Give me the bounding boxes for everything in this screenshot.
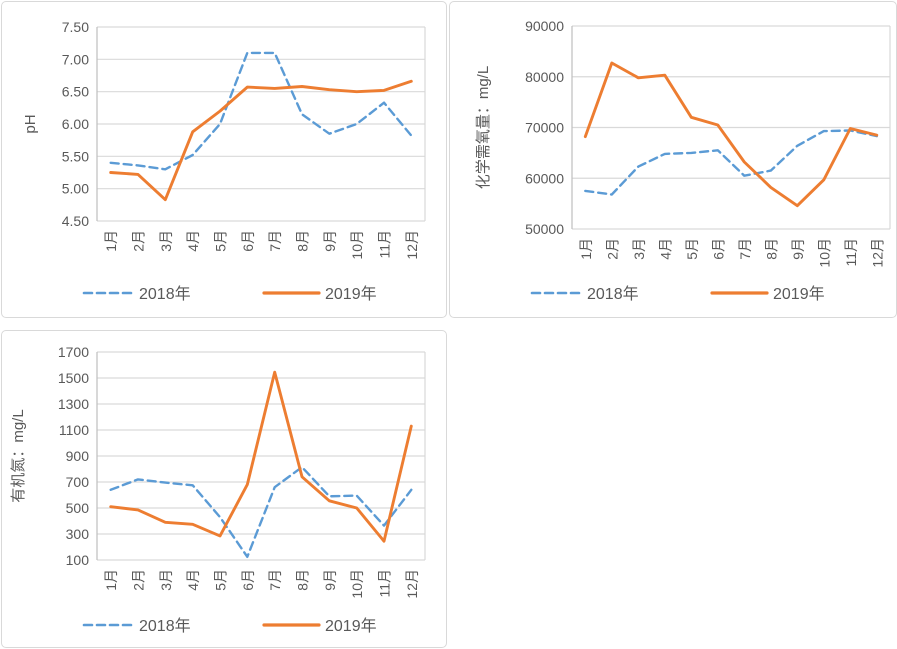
- x-tick-label: 2月: [604, 238, 620, 260]
- chart-ph[interactable]: 4.50 5.00 5.50 6.00 6.50 7.00 7.50 1月 2月 3月 4月 5月 6月…: [1, 1, 447, 318]
- y-tick-label: 7.00: [62, 51, 89, 67]
- x-tick-label: 6月: [240, 230, 256, 252]
- x-tick-label: 11月: [377, 230, 393, 259]
- x-tick-label: 8月: [295, 230, 311, 252]
- y-tick-label: 1500: [58, 370, 89, 386]
- x-tick-label: 9月: [322, 230, 338, 252]
- chart-cod[interactable]: 50000 60000 70000 80000 90000 1月 2月 3月 4月 5月 6月 7月 8…: [449, 1, 897, 318]
- x-tick-label: 1月: [103, 569, 119, 591]
- y-tick-label: 70000: [525, 120, 564, 136]
- legend-label-2019年: 2019年: [325, 285, 377, 303]
- y-tick-label: 900: [66, 448, 90, 464]
- x-tick-label: 10月: [349, 569, 365, 599]
- x-tick-label: 1月: [103, 230, 119, 252]
- x-tick-label: 5月: [213, 569, 229, 591]
- y-tick-label: 5.00: [62, 181, 89, 197]
- x-tick-label: 8月: [763, 238, 779, 260]
- x-tick-label: 2月: [131, 230, 147, 252]
- y-axis-title: 化学需氧量：mg/L: [475, 66, 492, 189]
- x-tick-label: 4月: [185, 230, 201, 252]
- y-tick-label: 50000: [525, 221, 564, 237]
- legend-label-2019年: 2019年: [325, 617, 377, 635]
- y-tick-label: 100: [66, 552, 90, 568]
- x-tick-label: 12月: [404, 569, 420, 599]
- y-tick-label: 80000: [525, 69, 564, 85]
- y-tick-label: 300: [66, 526, 90, 542]
- y-tick-label: 500: [66, 500, 90, 516]
- x-tick-label: 12月: [404, 230, 420, 260]
- y-axis-title: 有机氮：mg/L: [10, 409, 27, 502]
- y-tick-label: 700: [66, 474, 90, 490]
- x-tick-label: 8月: [295, 569, 311, 591]
- y-tick-label: 60000: [525, 170, 564, 186]
- x-tick-label: 3月: [158, 230, 174, 252]
- x-tick-label: 9月: [790, 238, 806, 260]
- y-tick-label: 6.00: [62, 116, 89, 132]
- chart-organic-nitrogen-canvas: 100 300 500 700 900 1100 1300 1500 1700 1月 2月 3月 4月 5…: [10, 344, 426, 635]
- series-line-2019年: [583, 61, 879, 208]
- legend-label-2018年: 2018年: [139, 617, 191, 635]
- x-tick-label: 10月: [816, 238, 832, 268]
- x-tick-label: 7月: [267, 230, 283, 252]
- series-line-2019年: [109, 370, 413, 543]
- x-tick-label: 5月: [684, 238, 700, 260]
- x-tick-label: 9月: [322, 569, 338, 591]
- legend-label-2018年: 2018年: [587, 285, 639, 303]
- x-tick-label: 6月: [240, 569, 256, 591]
- x-tick-label: 1月: [578, 238, 594, 260]
- x-tick-label: 7月: [267, 569, 283, 591]
- x-tick-label: 11月: [377, 569, 393, 598]
- series-line-2018年: [584, 129, 878, 196]
- y-tick-label: 1100: [59, 422, 89, 438]
- x-tick-label: 4月: [657, 238, 673, 260]
- y-axis-title: pH: [22, 114, 39, 133]
- x-tick-label: 3月: [631, 238, 647, 260]
- y-tick-label: 1700: [58, 344, 89, 360]
- y-tick-label: 6.50: [62, 84, 89, 100]
- legend-label-2018年: 2018年: [139, 285, 191, 303]
- y-tick-label: 1300: [58, 396, 89, 412]
- x-tick-label: 7月: [737, 238, 753, 260]
- x-tick-label: 11月: [843, 238, 859, 267]
- y-tick-label: 5.50: [62, 148, 89, 164]
- x-tick-label: 3月: [158, 569, 174, 591]
- x-tick-label: 2月: [131, 569, 147, 591]
- series-line-2018年: [109, 51, 413, 171]
- legend-label-2019年: 2019年: [773, 285, 825, 303]
- x-tick-label: 10月: [349, 230, 365, 260]
- x-tick-label: 6月: [710, 238, 726, 260]
- x-tick-label: 5月: [213, 230, 229, 252]
- x-tick-label: 4月: [185, 569, 201, 591]
- y-tick-label: 7.50: [62, 19, 89, 35]
- x-tick-label: 12月: [869, 238, 885, 268]
- y-tick-label: 90000: [525, 18, 564, 34]
- chart-ph-canvas: 4.50 5.00 5.50 6.00 6.50 7.00 7.50 1月 2月 3月 4月 5月 6月…: [22, 19, 426, 303]
- series-line-2019年: [109, 79, 413, 202]
- chart-cod-canvas: 50000 60000 70000 80000 90000 1月 2月 3月 4月 5月 6月 7月 8…: [475, 18, 891, 303]
- chart-organic-nitrogen[interactable]: 100 300 500 700 900 1100 1300 1500 1700 1月 2月 3月 4月 5…: [1, 330, 447, 648]
- y-tick-label: 4.50: [62, 213, 89, 229]
- series-line-2018年: [109, 465, 413, 559]
